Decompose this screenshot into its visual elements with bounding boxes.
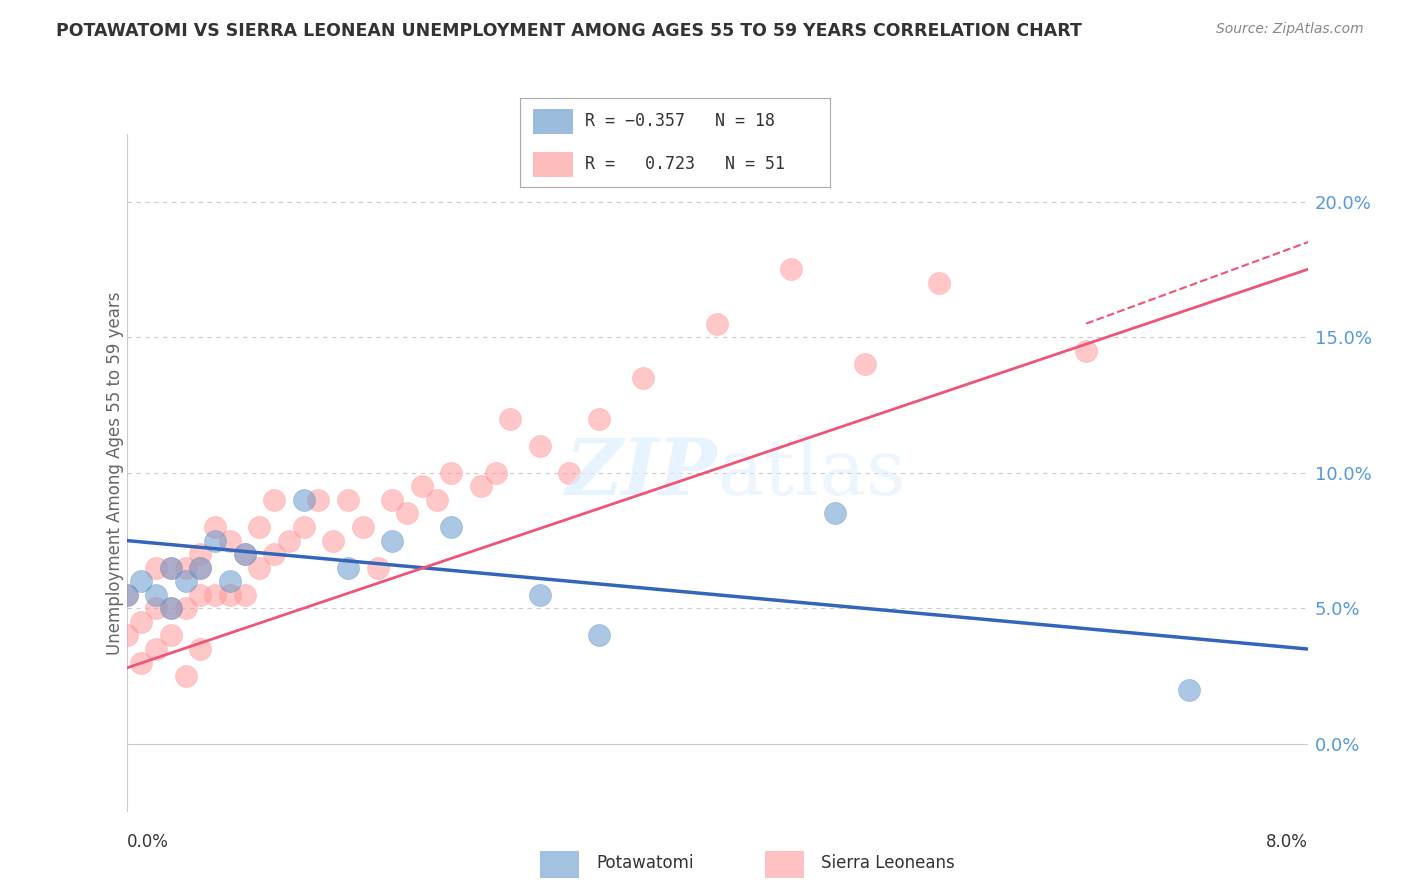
Point xyxy=(188,560,211,574)
Point xyxy=(233,588,256,602)
Point xyxy=(188,547,211,561)
Point xyxy=(160,560,183,574)
Point xyxy=(292,492,315,507)
Text: POTAWATOMI VS SIERRA LEONEAN UNEMPLOYMENT AMONG AGES 55 TO 59 YEARS CORRELATION : POTAWATOMI VS SIERRA LEONEAN UNEMPLOYMEN… xyxy=(56,22,1083,40)
Point xyxy=(204,588,226,602)
Y-axis label: Unemployment Among Ages 55 to 59 years: Unemployment Among Ages 55 to 59 years xyxy=(107,291,124,655)
Point xyxy=(928,276,950,290)
Point xyxy=(440,520,463,534)
Point xyxy=(145,560,167,574)
Point xyxy=(233,547,256,561)
Point xyxy=(219,533,242,548)
Text: R =   0.723   N = 51: R = 0.723 N = 51 xyxy=(585,155,785,173)
Point xyxy=(263,492,285,507)
Point xyxy=(129,574,153,589)
Point xyxy=(174,601,197,615)
Point xyxy=(145,642,167,657)
Point xyxy=(233,547,256,561)
Point xyxy=(529,439,551,453)
Point xyxy=(278,533,301,548)
Point xyxy=(174,560,197,574)
Point xyxy=(204,520,226,534)
Point xyxy=(292,520,315,534)
Point xyxy=(411,479,433,493)
Point xyxy=(115,588,138,602)
Point xyxy=(263,547,285,561)
Point xyxy=(115,628,138,642)
Point xyxy=(160,601,183,615)
Point xyxy=(529,588,551,602)
Text: 0.0%: 0.0% xyxy=(127,833,169,851)
Point xyxy=(174,574,197,589)
Point xyxy=(558,466,581,480)
Point xyxy=(145,601,167,615)
Point xyxy=(499,411,522,425)
Point xyxy=(129,656,153,670)
Point xyxy=(204,533,226,548)
Point xyxy=(115,588,138,602)
Point xyxy=(1178,682,1201,697)
Point xyxy=(307,492,329,507)
Text: Source: ZipAtlas.com: Source: ZipAtlas.com xyxy=(1216,22,1364,37)
Point xyxy=(366,560,388,574)
Point xyxy=(633,371,655,385)
Point xyxy=(247,560,270,574)
Text: Sierra Leoneans: Sierra Leoneans xyxy=(821,854,955,872)
Point xyxy=(853,357,876,371)
Point xyxy=(160,628,183,642)
Bar xyxy=(533,109,572,134)
Bar xyxy=(540,851,579,878)
Point xyxy=(188,588,211,602)
Point xyxy=(188,642,211,657)
Point xyxy=(129,615,153,629)
Point xyxy=(160,560,183,574)
Text: atlas: atlas xyxy=(717,435,905,510)
Point xyxy=(322,533,344,548)
Point xyxy=(337,492,360,507)
Bar xyxy=(765,851,804,878)
Point xyxy=(381,492,404,507)
Point xyxy=(706,317,728,331)
Point xyxy=(824,507,846,521)
Point xyxy=(381,533,404,548)
Point xyxy=(1076,343,1098,358)
Point xyxy=(484,466,508,480)
Point xyxy=(174,669,197,683)
Point xyxy=(779,262,801,277)
Bar xyxy=(533,152,572,177)
Point xyxy=(219,588,242,602)
Point xyxy=(219,574,242,589)
Text: 8.0%: 8.0% xyxy=(1265,833,1308,851)
Point xyxy=(352,520,374,534)
Point xyxy=(247,520,270,534)
Point xyxy=(337,560,360,574)
Point xyxy=(470,479,492,493)
Text: R = −0.357   N = 18: R = −0.357 N = 18 xyxy=(585,112,775,130)
Text: Potawatomi: Potawatomi xyxy=(596,854,693,872)
Point xyxy=(396,507,419,521)
Point xyxy=(440,466,463,480)
Point xyxy=(188,560,211,574)
Point xyxy=(588,628,610,642)
Point xyxy=(425,492,447,507)
Point xyxy=(588,411,610,425)
Point xyxy=(160,601,183,615)
Text: ZIP: ZIP xyxy=(565,434,717,511)
Point xyxy=(145,588,167,602)
